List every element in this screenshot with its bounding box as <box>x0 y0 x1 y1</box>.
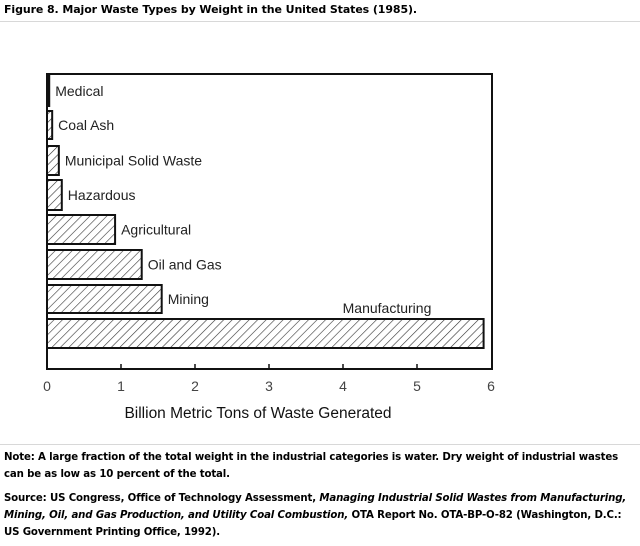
bar-label: Hazardous <box>68 187 136 203</box>
x-tick-label: 2 <box>191 378 199 394</box>
source-suffix: OTA Report No. OTA-BP-O-82 (Washington, … <box>4 510 622 538</box>
bar-label: Oil and Gas <box>148 257 222 273</box>
x-tick-label: 3 <box>265 378 273 394</box>
bar-coal-ash <box>46 110 54 140</box>
footer-divider <box>0 444 640 445</box>
x-tick-label: 4 <box>339 378 347 394</box>
figure-title: Figure 8. Major Waste Types by Weight in… <box>4 3 418 16</box>
bar-label: Agricultural <box>121 222 191 238</box>
x-tick-label: 1 <box>117 378 125 394</box>
bar-medical <box>46 75 51 107</box>
bar-label: Manufacturing <box>343 300 432 316</box>
bars-group: Medical Coal Ash Municipal Solid Waste Haza… <box>46 75 485 349</box>
source-title: Managing Industrial Solid Wastes from Ma… <box>4 493 627 521</box>
bar-municipal-solid-waste <box>46 145 60 176</box>
bar-agricultural <box>46 214 117 245</box>
bar-label: Mining <box>168 291 209 307</box>
bar-label: Coal Ash <box>58 117 114 133</box>
figure-note: Note: A large fraction of the total weig… <box>4 452 619 480</box>
bar-chart: Medical Coal Ash Municipal Solid Waste Haza… <box>43 73 495 422</box>
bar-oil-and-gas <box>46 249 143 280</box>
title-divider <box>0 21 640 22</box>
bar-mining <box>46 284 163 314</box>
source-prefix: Source: US Congress, Office of Technolog… <box>4 493 320 504</box>
x-tick-label: 6 <box>487 378 495 394</box>
bar-label: Medical <box>55 83 103 99</box>
bar-label: Municipal Solid Waste <box>65 153 202 169</box>
x-tick-label: 5 <box>413 378 421 394</box>
figure-source: Source: US Congress, Office of Technolog… <box>4 490 638 541</box>
bar-manufacturing <box>46 318 485 349</box>
x-tick-label: 0 <box>43 378 51 394</box>
x-axis-label: Billion Metric Tons of Waste Generated <box>124 405 391 422</box>
bar-hazardous <box>46 179 63 211</box>
x-axis-ticks: 0 1 2 3 4 5 6 <box>43 364 495 394</box>
